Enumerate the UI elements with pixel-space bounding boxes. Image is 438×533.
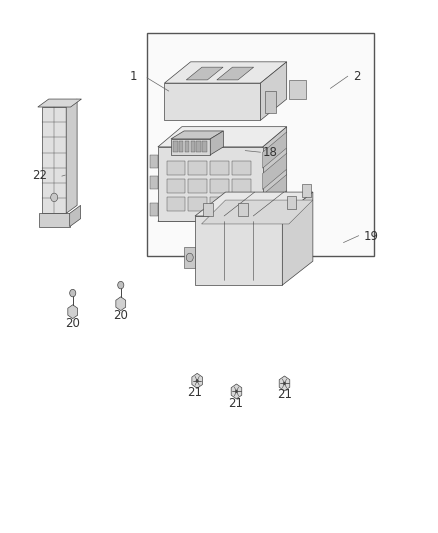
Circle shape [186, 253, 193, 262]
Polygon shape [261, 62, 287, 120]
Polygon shape [173, 141, 177, 152]
Text: 2: 2 [353, 70, 361, 83]
Polygon shape [39, 213, 70, 227]
Polygon shape [279, 376, 290, 391]
Polygon shape [265, 91, 276, 113]
Polygon shape [188, 197, 207, 211]
Polygon shape [179, 141, 184, 152]
Polygon shape [158, 147, 263, 221]
Polygon shape [238, 203, 248, 216]
Polygon shape [116, 297, 126, 311]
Circle shape [196, 379, 198, 382]
Text: 21: 21 [187, 386, 202, 399]
Polygon shape [210, 197, 229, 211]
Polygon shape [164, 62, 287, 83]
Polygon shape [166, 179, 185, 193]
Polygon shape [185, 141, 189, 152]
Polygon shape [217, 67, 254, 80]
Polygon shape [66, 99, 77, 213]
Polygon shape [150, 176, 158, 189]
Polygon shape [166, 161, 185, 175]
Polygon shape [184, 247, 195, 268]
Text: 22: 22 [32, 168, 47, 182]
Text: 20: 20 [113, 310, 128, 322]
Polygon shape [42, 107, 66, 213]
Polygon shape [195, 216, 283, 285]
Polygon shape [171, 139, 210, 155]
Circle shape [283, 382, 286, 385]
Polygon shape [192, 373, 202, 388]
Polygon shape [210, 161, 229, 175]
Polygon shape [38, 99, 81, 107]
Polygon shape [195, 192, 313, 216]
Polygon shape [231, 384, 242, 399]
Polygon shape [188, 179, 207, 193]
Polygon shape [171, 131, 223, 139]
Polygon shape [287, 196, 296, 209]
Polygon shape [210, 131, 223, 155]
Text: 20: 20 [65, 317, 80, 330]
Polygon shape [201, 200, 313, 224]
Circle shape [51, 193, 58, 201]
Polygon shape [196, 141, 201, 152]
Text: 1: 1 [130, 70, 137, 83]
Polygon shape [263, 174, 287, 211]
Polygon shape [150, 155, 158, 168]
Polygon shape [158, 127, 287, 147]
Polygon shape [302, 183, 311, 197]
Circle shape [235, 390, 238, 393]
Polygon shape [263, 127, 287, 221]
Polygon shape [158, 201, 287, 221]
Polygon shape [188, 161, 207, 175]
Polygon shape [186, 67, 223, 80]
Polygon shape [289, 80, 306, 99]
Circle shape [70, 289, 76, 297]
Circle shape [118, 281, 124, 289]
Polygon shape [210, 179, 229, 193]
Polygon shape [232, 161, 251, 175]
Polygon shape [150, 203, 158, 216]
Text: 18: 18 [263, 146, 278, 159]
FancyBboxPatch shape [147, 33, 374, 256]
Text: 19: 19 [364, 230, 379, 243]
Text: 21: 21 [228, 397, 243, 410]
Polygon shape [70, 205, 81, 227]
Polygon shape [263, 132, 287, 168]
Polygon shape [263, 154, 287, 189]
Polygon shape [203, 203, 213, 216]
Polygon shape [232, 197, 251, 211]
Text: 21: 21 [277, 387, 292, 401]
Polygon shape [191, 141, 195, 152]
Polygon shape [202, 141, 207, 152]
Polygon shape [68, 305, 78, 319]
Polygon shape [283, 192, 313, 285]
Polygon shape [166, 197, 185, 211]
Polygon shape [232, 179, 251, 193]
Polygon shape [164, 83, 261, 120]
